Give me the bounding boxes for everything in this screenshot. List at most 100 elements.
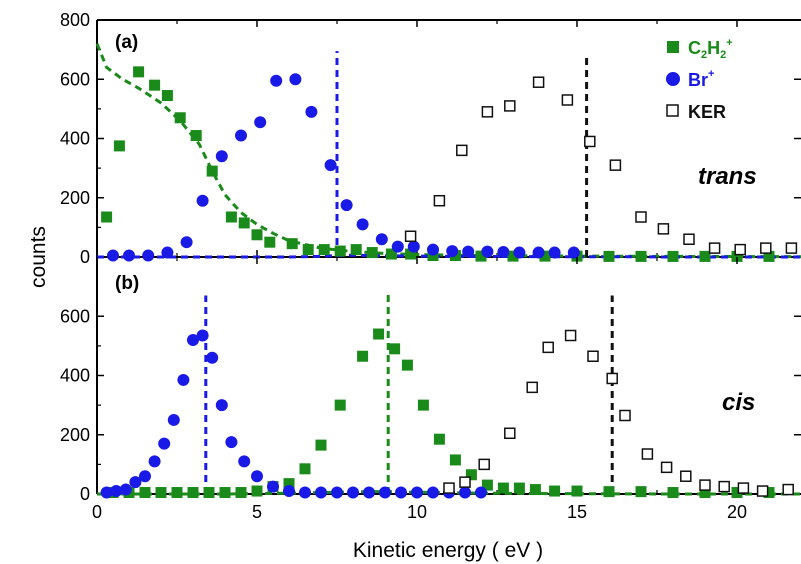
point-c2h2 (203, 487, 215, 499)
point-ker (760, 242, 772, 254)
point-ker (459, 476, 471, 488)
point-c2h2 (417, 399, 429, 411)
point-c2h2 (699, 250, 711, 262)
fit-line-0 (95, 43, 801, 259)
point-br (180, 236, 193, 249)
point-br (139, 470, 151, 483)
point-c2h2 (385, 248, 397, 260)
point-br (238, 455, 251, 468)
point-c2h2 (465, 469, 477, 481)
point-c2h2 (238, 217, 250, 229)
point-ker (564, 329, 577, 342)
panel-cis: (b) cis 0 200 400 600 0 5 10 15 20 (60, 257, 801, 522)
point-ker (635, 211, 647, 223)
point-c2h2 (350, 244, 362, 256)
point-c2h2 (731, 250, 743, 262)
x-tick-label: 0 (92, 502, 102, 522)
point-br (395, 486, 407, 499)
point-br (305, 105, 318, 118)
legend-marker-c2h2 (667, 41, 679, 53)
point-c2h2 (174, 112, 186, 124)
y-tick-label: 600 (60, 69, 90, 89)
point-c2h2 (539, 250, 551, 262)
y-tick-label: 400 (60, 129, 90, 149)
point-c2h2 (315, 439, 327, 451)
point-ker (526, 381, 538, 394)
point-c2h2 (318, 244, 330, 256)
point-br (446, 245, 459, 258)
point-ker (660, 461, 673, 474)
point-c2h2 (731, 487, 743, 499)
point-c2h2 (667, 487, 679, 499)
point-ker (657, 223, 670, 235)
point-br (123, 249, 135, 262)
point-c2h2 (507, 250, 519, 262)
point-br (167, 413, 180, 426)
point-c2h2 (334, 245, 346, 257)
point-c2h2 (571, 485, 583, 497)
point-c2h2 (251, 485, 263, 497)
point-ker (606, 372, 618, 385)
point-c2h2 (133, 66, 145, 78)
point-ker (542, 341, 554, 354)
point-c2h2 (635, 486, 647, 498)
point-ker (532, 76, 545, 88)
legend-marker-ker (666, 104, 679, 117)
point-br (161, 246, 174, 259)
fit-line-1 (97, 253, 801, 259)
point-br (215, 399, 228, 412)
point-c2h2 (334, 399, 346, 411)
point-c2h2 (603, 486, 615, 498)
point-c2h2 (286, 238, 298, 250)
point-c2h2 (251, 229, 263, 241)
point-c2h2 (225, 211, 237, 223)
point-ker (756, 485, 769, 497)
point-br (289, 73, 302, 86)
point-br (347, 486, 359, 499)
point-c2h2 (405, 248, 417, 260)
legend: C2H2+ Br+ KER (666, 37, 733, 122)
point-br (567, 246, 580, 259)
point-br (148, 455, 161, 468)
point-br (187, 333, 199, 346)
point-c2h2 (206, 165, 218, 177)
y-tick-label: 0 (80, 484, 90, 504)
point-c2h2 (529, 484, 541, 496)
point-br (462, 245, 475, 258)
point-ker (433, 194, 446, 207)
point-ker (734, 243, 746, 256)
point-c2h2 (481, 479, 493, 491)
point-br (142, 249, 155, 262)
point-br (375, 233, 388, 246)
point-c2h2 (513, 482, 525, 494)
y-tick-label: 200 (60, 188, 90, 208)
point-br (459, 486, 471, 499)
point-c2h2 (497, 482, 509, 494)
panel-label-a: (a) (115, 32, 138, 53)
point-c2h2 (699, 487, 711, 499)
point-ker (404, 230, 417, 243)
legend-label-c2h2: C2H2+ (688, 37, 733, 61)
point-ker (504, 427, 516, 440)
x-tick-label: 20 (727, 502, 747, 522)
x-tick-label: 10 (407, 502, 427, 522)
point-br (215, 150, 228, 163)
point-br (225, 436, 238, 449)
y-tick-label: 800 (60, 10, 90, 30)
point-c2h2 (302, 244, 314, 256)
point-c2h2 (449, 454, 461, 466)
point-ker (718, 480, 730, 493)
point-c2h2 (635, 250, 647, 262)
panel-label-b: (b) (115, 273, 139, 294)
point-ker (737, 482, 750, 494)
point-br (324, 159, 337, 172)
point-ker (680, 470, 692, 482)
point-ker (481, 106, 494, 118)
point-ker (782, 483, 794, 496)
point-c2h2 (161, 90, 173, 102)
point-br (158, 437, 171, 450)
point-br (481, 245, 494, 258)
point-br (107, 249, 119, 262)
point-br (391, 240, 404, 253)
point-br (254, 116, 267, 129)
